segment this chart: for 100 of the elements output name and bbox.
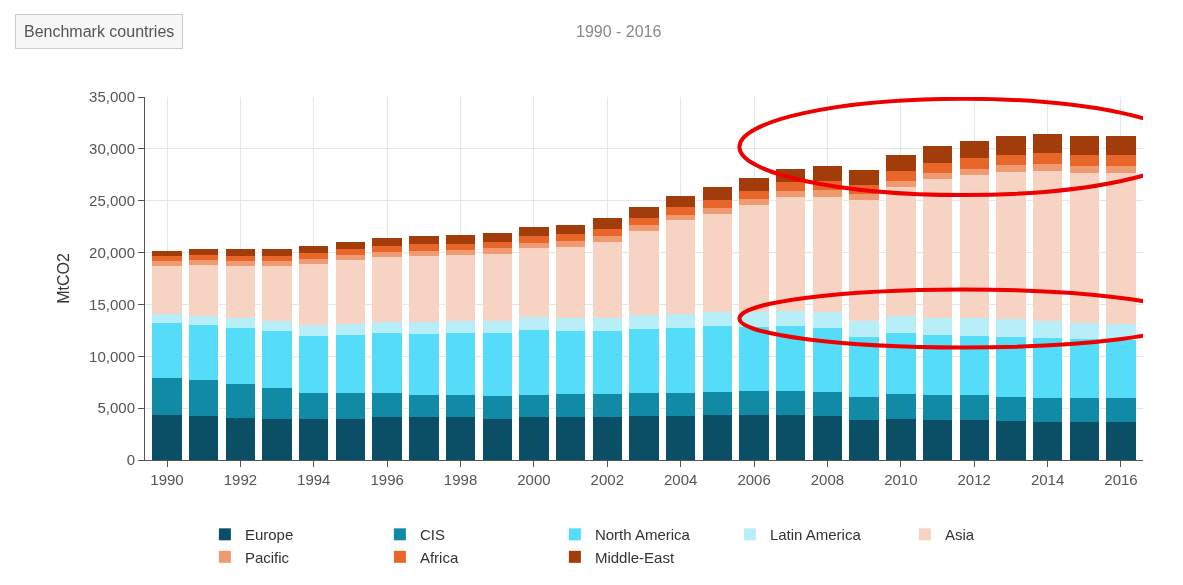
bar	[519, 417, 549, 460]
bar	[555, 234, 586, 242]
bar	[482, 395, 512, 419]
bar	[922, 317, 953, 336]
bar	[152, 415, 182, 460]
bar	[922, 395, 953, 420]
bar	[592, 394, 622, 418]
bar	[886, 332, 916, 395]
bar	[189, 260, 219, 266]
x-tick-label: 2008	[810, 471, 845, 488]
bar	[812, 166, 843, 182]
bar	[1106, 340, 1136, 399]
bar	[482, 333, 512, 396]
bar	[189, 265, 219, 316]
bar	[776, 310, 806, 327]
bar	[1069, 173, 1099, 323]
legend-label: Asia	[944, 526, 975, 544]
bar	[996, 165, 1026, 173]
bar	[482, 248, 512, 254]
y-tick-label: 30,000	[89, 140, 135, 158]
bar	[262, 387, 292, 419]
bar	[702, 214, 733, 312]
bar	[519, 242, 549, 249]
bar	[702, 199, 733, 208]
bar	[666, 416, 696, 460]
bar	[1032, 164, 1063, 172]
bar	[225, 249, 256, 256]
bar	[519, 394, 549, 418]
bar	[776, 182, 806, 191]
bar	[739, 326, 769, 392]
bar	[262, 261, 292, 267]
bar	[702, 311, 733, 327]
x-tick-label: 2010	[884, 471, 918, 488]
bar	[702, 391, 733, 416]
bar	[849, 193, 879, 201]
bar	[372, 256, 402, 322]
bar	[152, 378, 182, 416]
bar	[445, 249, 476, 256]
bar	[959, 318, 989, 336]
bar	[299, 253, 329, 259]
bar	[225, 418, 256, 460]
y-tick-label: 35,000	[89, 88, 135, 106]
x-tick-label: 2004	[664, 471, 698, 488]
bar	[592, 417, 622, 460]
bar	[702, 415, 733, 460]
bar	[299, 418, 329, 460]
x-tick-label: 1996	[370, 471, 404, 488]
y-tick-label: 25,000	[89, 191, 135, 209]
bar	[445, 417, 476, 460]
bar	[996, 136, 1026, 155]
bar	[555, 241, 586, 247]
bar	[702, 187, 733, 200]
bar	[152, 323, 182, 379]
bar	[152, 261, 182, 267]
y-axis-title: MtCO2	[55, 253, 73, 304]
bar	[1032, 398, 1063, 423]
bar	[996, 154, 1026, 166]
bar	[666, 220, 696, 314]
bar	[1069, 322, 1099, 340]
bar	[959, 140, 989, 159]
y-tick-label: 5,000	[97, 399, 135, 417]
bar	[262, 266, 292, 322]
bar	[519, 235, 549, 243]
bar	[629, 328, 659, 393]
bar	[666, 313, 696, 328]
bar	[189, 380, 219, 417]
bar	[1106, 173, 1136, 324]
bar	[959, 419, 989, 460]
bar	[702, 207, 733, 215]
bar	[482, 242, 512, 249]
bar	[262, 256, 292, 262]
bar	[849, 396, 879, 420]
bar	[409, 235, 439, 245]
bar	[776, 415, 806, 460]
bar	[482, 321, 512, 334]
bar	[959, 394, 989, 420]
bar	[1069, 422, 1099, 460]
bar	[225, 265, 256, 318]
bar	[555, 330, 586, 395]
x-tick-label: 2006	[737, 471, 771, 488]
bar	[409, 333, 439, 396]
bar	[666, 392, 696, 417]
bar	[372, 332, 402, 394]
x-tick-label: 2002	[590, 471, 624, 488]
bar	[189, 249, 219, 256]
bar	[335, 335, 366, 394]
bar	[299, 258, 329, 264]
bar	[1069, 136, 1099, 156]
bar	[739, 415, 769, 460]
bar	[886, 316, 916, 333]
bar	[445, 243, 476, 250]
bar	[335, 260, 366, 325]
bar	[1069, 339, 1099, 399]
bar	[482, 418, 512, 460]
bar	[299, 325, 329, 336]
bar	[555, 417, 586, 460]
bar	[629, 206, 659, 218]
bar	[886, 155, 916, 172]
bar	[225, 383, 256, 418]
bar	[776, 190, 806, 198]
